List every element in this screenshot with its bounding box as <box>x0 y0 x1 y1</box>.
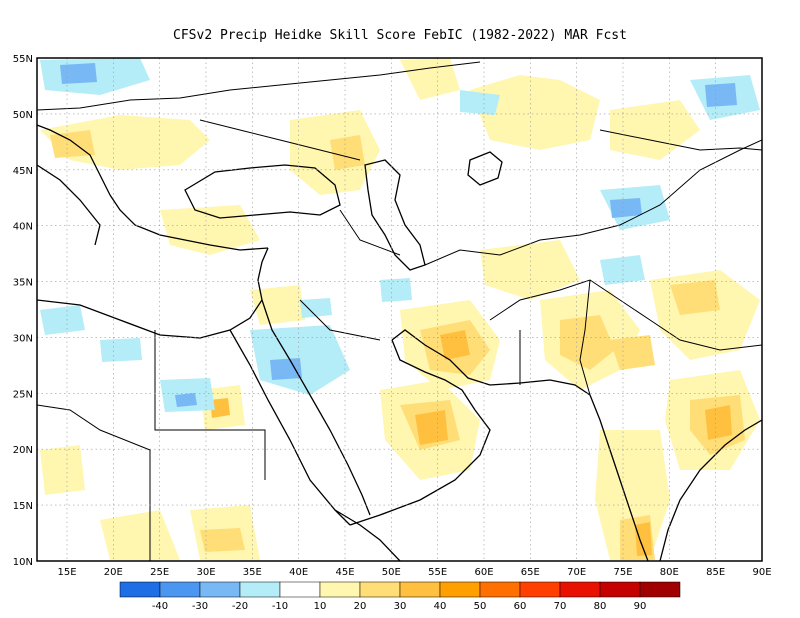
colorbar-swatch <box>359 581 401 598</box>
colorbar-swatch <box>159 581 201 598</box>
colorbar-label: -10 <box>272 601 288 612</box>
lat-lon-grid <box>37 58 762 561</box>
latitude-label: 50N <box>13 110 33 121</box>
longitude-label: 30E <box>196 567 215 578</box>
longitude-label: 25E <box>150 567 169 578</box>
longitude-label: 55E <box>428 567 447 578</box>
coastlines-and-borders <box>37 61 762 561</box>
colorbar-label: 90 <box>634 601 647 612</box>
colorbar-swatch <box>279 581 321 598</box>
latitude-label: 20N <box>13 445 33 456</box>
colorbar-swatch <box>439 581 481 598</box>
latitude-labels: 55N 50N 45N 40N 35N 30N 25N 20N 15N 10N <box>13 54 33 568</box>
colorbar-label: 20 <box>354 601 367 612</box>
latitude-label: 15N <box>13 501 33 512</box>
map-title: CFSv2 Precip Heidke Skill Score FebIC (1… <box>173 28 627 43</box>
colorbar-label: 70 <box>554 601 567 612</box>
longitude-labels: 15E 20E 25E 30E 35E 40E 45E 50E 55E 60E 65E 70E 75E 8… <box>57 567 771 578</box>
longitude-label: 90E <box>752 567 771 578</box>
colorbar-swatch <box>599 581 641 598</box>
colorbar: -40 -30 -20 -10 10 20 30 40 50 60 70 80 90 <box>119 581 681 612</box>
colorbar-swatch <box>639 581 681 598</box>
longitude-label: 60E <box>474 567 493 578</box>
colorbar-label: 50 <box>474 601 487 612</box>
colorbar-swatch <box>239 581 281 598</box>
colorbar-label: -30 <box>192 601 208 612</box>
longitude-label: 35E <box>243 567 262 578</box>
latitude-label: 45N <box>13 166 33 177</box>
latitude-label: 35N <box>13 278 33 289</box>
colorbar-label: 80 <box>594 601 607 612</box>
longitude-label: 50E <box>382 567 401 578</box>
colorbar-swatch <box>479 581 521 598</box>
colorbar-swatch <box>559 581 601 598</box>
longitude-label: 20E <box>104 567 123 578</box>
longitude-label: 85E <box>706 567 725 578</box>
colorbar-label: 10 <box>314 601 327 612</box>
latitude-label: 40N <box>13 222 33 233</box>
latitude-label: 55N <box>13 54 33 65</box>
longitude-label: 40E <box>289 567 308 578</box>
longitude-label: 75E <box>613 567 632 578</box>
colorbar-swatch <box>399 581 441 598</box>
longitude-label: 65E <box>521 567 540 578</box>
colorbar-label: 60 <box>514 601 527 612</box>
colorbar-swatch <box>119 581 161 598</box>
latitude-label: 30N <box>13 333 33 344</box>
longitude-label: 45E <box>335 567 354 578</box>
colorbar-label: 30 <box>394 601 407 612</box>
colorbar-label: -20 <box>232 601 248 612</box>
colorbar-label: -40 <box>152 601 168 612</box>
colorbar-swatch <box>319 581 361 598</box>
latitude-label: 25N <box>13 389 33 400</box>
colorbar-swatch <box>519 581 561 598</box>
longitude-label: 70E <box>567 567 586 578</box>
longitude-label: 80E <box>660 567 679 578</box>
longitude-label: 15E <box>57 567 76 578</box>
latitude-label: 10N <box>13 557 33 568</box>
map-frame <box>36 57 763 562</box>
colorbar-swatch <box>199 581 241 598</box>
colorbar-label: 40 <box>434 601 447 612</box>
